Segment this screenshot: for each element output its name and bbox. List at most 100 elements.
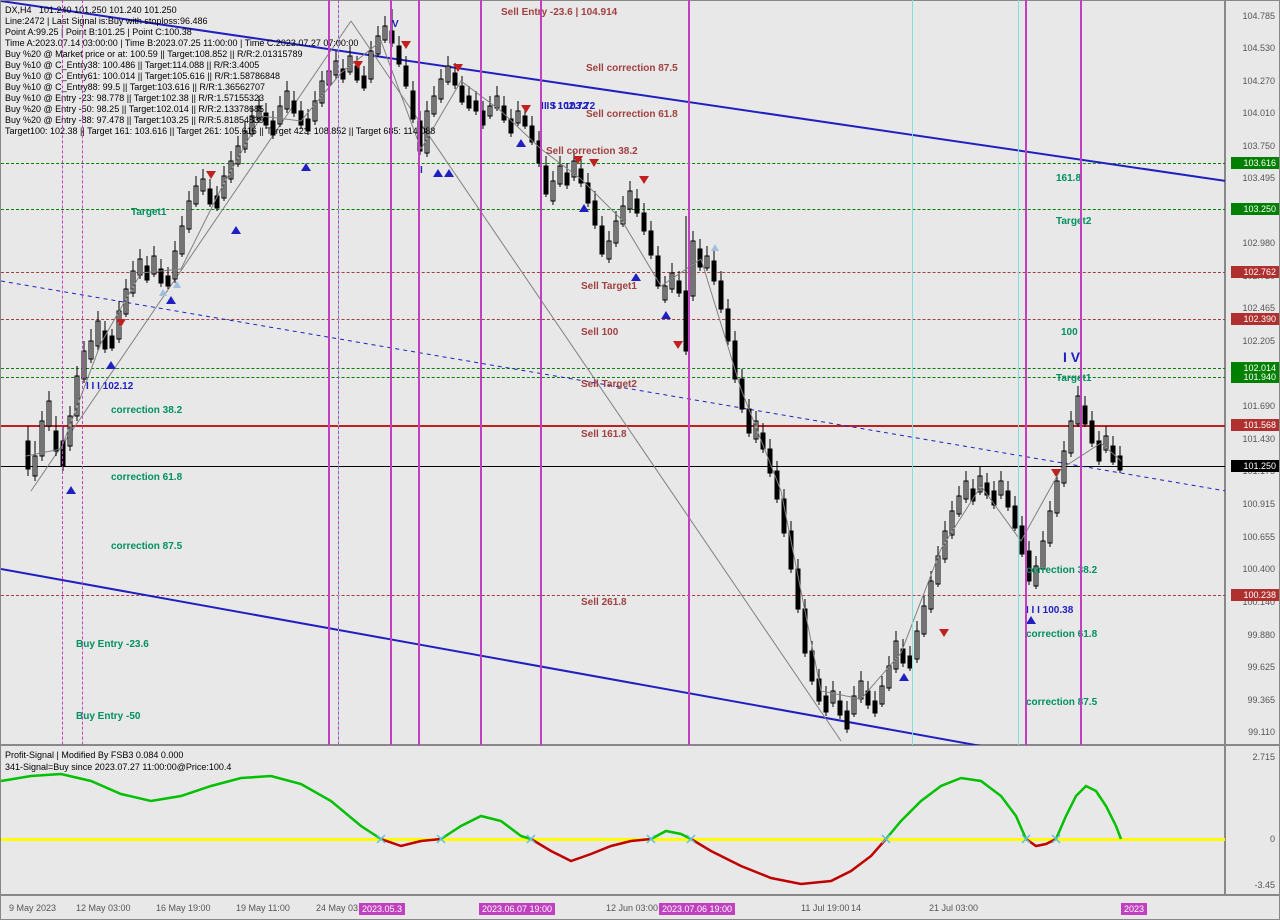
arrow-outline-icon (159, 289, 167, 296)
arrow-down-red-icon (573, 156, 583, 164)
price-tick: 104.785 (1242, 11, 1275, 21)
price-tick: 101.690 (1242, 401, 1275, 411)
chart-label: I V (1063, 349, 1080, 365)
price-marker: 103.250 (1231, 203, 1279, 215)
buy-line-7: Buy %20 @ Entry -88: 97.478 || Target:10… (5, 115, 264, 125)
time-info: Time A:2023.07.14 03:00:00 | Time B:2023… (5, 38, 358, 48)
price-tick: 100.655 (1242, 532, 1275, 542)
price-tick: 102.980 (1242, 238, 1275, 248)
arrow-down-red-icon (401, 41, 411, 49)
time-tick: 21 Jul 03:00 (929, 903, 978, 913)
chart-label: correction 87.5 (1026, 697, 1097, 708)
chart-label: correction 61.8 (1026, 629, 1097, 640)
price-tick: 103.750 (1242, 141, 1275, 151)
arrow-up-blue-icon (631, 273, 641, 281)
arrow-down-red-icon (639, 176, 649, 184)
chart-label: Sell correction 38.2 (546, 146, 638, 157)
chart-label: Sell Entry -23.6 | 104.914 (501, 7, 617, 18)
time-tick: 19 May 11:00 (236, 903, 290, 913)
price-tick: 99.880 (1247, 630, 1275, 640)
buy-line-4: Buy %10 @ C_Entry88: 99.5 || Target:103.… (5, 82, 265, 92)
arrow-down-red-icon (589, 159, 599, 167)
arrow-outline-icon (711, 244, 719, 251)
buy-line-6: Buy %20 @ Entry -50: 98.25 || Target:102… (5, 104, 264, 114)
chart-label: Target1 (131, 207, 166, 218)
chart-label: Sell Target1 (581, 281, 637, 292)
time-tick: 12 Jun 03:00 (606, 903, 658, 913)
chart-label: correction 61.8 (111, 472, 182, 483)
point-info: Point A:99.25 | Point B:101.25 | Point C… (5, 27, 192, 37)
chart-label: Buy Entry -50 (76, 711, 140, 722)
time-tick: 9 May 2023 (9, 903, 56, 913)
arrow-down-red-icon (1051, 469, 1061, 477)
price-marker: 101.940 (1231, 371, 1279, 383)
targets-line: Target100: 102.38 || Target 161: 103.616… (5, 126, 435, 136)
price-tick: 100.400 (1242, 564, 1275, 574)
time-tick: 11 Jul 19:00 (801, 903, 849, 913)
arrow-up-blue-icon (516, 139, 526, 147)
arrow-down-red-icon (453, 64, 463, 72)
chart-label: correction 38.2 (1026, 565, 1097, 576)
price-marker: 100.238 (1231, 589, 1279, 601)
price-marker: 102.390 (1231, 313, 1279, 325)
ind-tick-top: 2.715 (1252, 752, 1275, 762)
price-tick: 102.205 (1242, 336, 1275, 346)
arrow-down-red-icon (206, 171, 216, 179)
arrow-outline-icon (173, 281, 181, 288)
arrow-up-blue-icon (166, 296, 176, 304)
time-marker: 2023.07.06 19:00 (659, 903, 735, 915)
price-tick: 102.465 (1242, 303, 1275, 313)
time-tick: 14 (851, 903, 861, 913)
price-axis: 104.785 104.530 104.270 104.010 103.750 103.4… (1225, 0, 1280, 745)
ind-tick-bot: -3.45 (1254, 880, 1275, 890)
arrow-up-blue-icon (899, 673, 909, 681)
arrow-down-red-icon (353, 61, 363, 69)
indicator-panel[interactable]: Profit-Signal | Modified By FSB3 0.084 0… (0, 745, 1225, 895)
arrow-up-blue-icon (1026, 616, 1036, 624)
arrow-up-blue-icon (301, 163, 311, 171)
time-tick: 16 May 19:00 (156, 903, 211, 913)
price-tick: 103.495 (1242, 173, 1275, 183)
indicator-axis: 2.715 0 -3.45 (1225, 745, 1280, 895)
chart-label: Sell correction 87.5 (586, 63, 678, 74)
chart-label: I I I 102.72 (541, 101, 588, 112)
chart-label: I I I 102.12 (86, 381, 133, 392)
chart-label: Sell 100 (581, 327, 618, 338)
chart-label: Sell 161.8 (581, 429, 627, 440)
chart-label: Sell Target2 (581, 379, 637, 390)
symbol-label: DX,H4 (5, 5, 32, 15)
line-info: Line:2472 | Last Signal is:Buy with stop… (5, 16, 207, 26)
price-tick: 99.365 (1247, 695, 1275, 705)
price-tick: 101.430 (1242, 434, 1275, 444)
buy-line-1: Buy %20 @ Market price or at: 100.59 || … (5, 49, 303, 59)
price-tick: 104.530 (1242, 43, 1275, 53)
chart-label: Buy Entry -23.6 (76, 639, 149, 650)
arrow-down-red-icon (939, 629, 949, 637)
price-marker: 101.250 (1231, 460, 1279, 472)
chart-label: 100 (1061, 327, 1078, 338)
arrow-up-blue-icon (231, 226, 241, 234)
arrow-up-blue-icon (661, 311, 671, 319)
chart-label: Target2 (1056, 216, 1091, 227)
price-marker: 101.568 (1231, 419, 1279, 431)
chart-label: 161.8 (1056, 173, 1081, 184)
price-values: 101.240 101.250 101.240 101.250 (39, 5, 177, 15)
chart-label: I (420, 165, 423, 176)
ind-tick-zero: 0 (1270, 834, 1275, 844)
chart-label: V (392, 19, 399, 30)
price-tick: 104.010 (1242, 108, 1275, 118)
time-marker: 2023.05.3 (359, 903, 405, 915)
main-chart[interactable]: DX,H4 101.240 101.250 101.240 101.250 Li… (0, 0, 1225, 745)
arrow-up-blue-icon (444, 169, 454, 177)
price-tick: 99.625 (1247, 662, 1275, 672)
price-tick: 104.270 (1242, 76, 1275, 86)
chart-label: correction 38.2 (111, 405, 182, 416)
price-marker: 102.762 (1231, 266, 1279, 278)
time-tick: 12 May 03:00 (76, 903, 131, 913)
chart-info-header: DX,H4 101.240 101.250 101.240 101.250 Li… (5, 5, 435, 137)
chart-label: Target1 (1056, 373, 1091, 384)
time-marker: 2023 (1121, 903, 1147, 915)
time-axis: 9 May 2023 12 May 03:00 16 May 19:00 19 May… (0, 895, 1280, 920)
chart-label: I I I 100.38 (1026, 605, 1073, 616)
price-tick: 99.110 (1248, 727, 1275, 737)
